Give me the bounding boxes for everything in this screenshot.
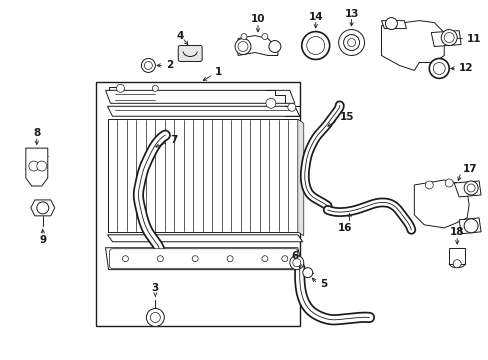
Text: 4: 4 [176, 31, 183, 41]
Text: 16: 16 [337, 223, 351, 233]
Polygon shape [453, 181, 480, 197]
Circle shape [444, 179, 452, 187]
Text: 15: 15 [339, 112, 353, 122]
Polygon shape [413, 180, 468, 228]
Polygon shape [448, 248, 464, 264]
Circle shape [292, 259, 300, 267]
Text: 11: 11 [466, 33, 481, 44]
Circle shape [268, 41, 280, 53]
Polygon shape [105, 90, 294, 103]
Circle shape [150, 312, 160, 323]
Polygon shape [297, 119, 303, 236]
Circle shape [428, 58, 448, 78]
Circle shape [122, 256, 128, 262]
Text: 13: 13 [344, 9, 358, 19]
Text: 10: 10 [250, 14, 264, 24]
Polygon shape [105, 248, 302, 270]
Circle shape [152, 85, 158, 91]
Circle shape [37, 161, 47, 171]
Circle shape [463, 219, 477, 233]
Circle shape [432, 62, 444, 75]
Text: 18: 18 [449, 227, 464, 237]
Circle shape [301, 32, 329, 59]
Circle shape [226, 256, 233, 262]
Text: 17: 17 [462, 164, 477, 174]
Polygon shape [381, 21, 406, 28]
Circle shape [281, 256, 287, 262]
Circle shape [29, 161, 39, 171]
Circle shape [347, 39, 355, 46]
Circle shape [425, 181, 432, 189]
Circle shape [452, 260, 460, 268]
Polygon shape [107, 235, 302, 242]
Circle shape [37, 202, 49, 214]
Text: 1: 1 [215, 67, 222, 77]
Circle shape [262, 256, 267, 262]
Polygon shape [31, 200, 55, 216]
Circle shape [289, 256, 303, 270]
Circle shape [265, 98, 275, 108]
Circle shape [141, 58, 155, 72]
Circle shape [116, 84, 124, 92]
Circle shape [235, 39, 250, 54]
Polygon shape [26, 148, 48, 186]
Text: 12: 12 [458, 63, 473, 73]
Polygon shape [107, 119, 297, 232]
Circle shape [443, 32, 453, 42]
Text: 5: 5 [319, 279, 326, 289]
Circle shape [343, 35, 359, 50]
Circle shape [144, 62, 152, 69]
Text: 7: 7 [170, 135, 177, 145]
Text: 9: 9 [39, 235, 46, 245]
Circle shape [463, 181, 477, 195]
Circle shape [157, 256, 163, 262]
Circle shape [287, 103, 295, 111]
Circle shape [192, 256, 198, 262]
Text: 2: 2 [166, 60, 173, 71]
Circle shape [238, 41, 247, 51]
Polygon shape [238, 36, 277, 55]
Circle shape [338, 30, 364, 55]
Circle shape [146, 309, 164, 327]
Text: 8: 8 [33, 128, 41, 138]
Circle shape [241, 33, 246, 40]
Text: 3: 3 [151, 283, 159, 293]
Circle shape [385, 18, 397, 30]
Circle shape [440, 30, 456, 45]
Circle shape [466, 184, 474, 192]
Text: 6: 6 [290, 251, 298, 261]
Polygon shape [458, 218, 480, 234]
FancyBboxPatch shape [178, 45, 202, 62]
Circle shape [306, 37, 324, 54]
Polygon shape [107, 106, 299, 116]
FancyBboxPatch shape [109, 249, 297, 269]
Bar [95, 82, 299, 327]
Circle shape [262, 33, 267, 40]
Polygon shape [381, 21, 443, 71]
Text: 14: 14 [308, 12, 323, 22]
Polygon shape [430, 31, 460, 46]
Circle shape [302, 268, 312, 278]
